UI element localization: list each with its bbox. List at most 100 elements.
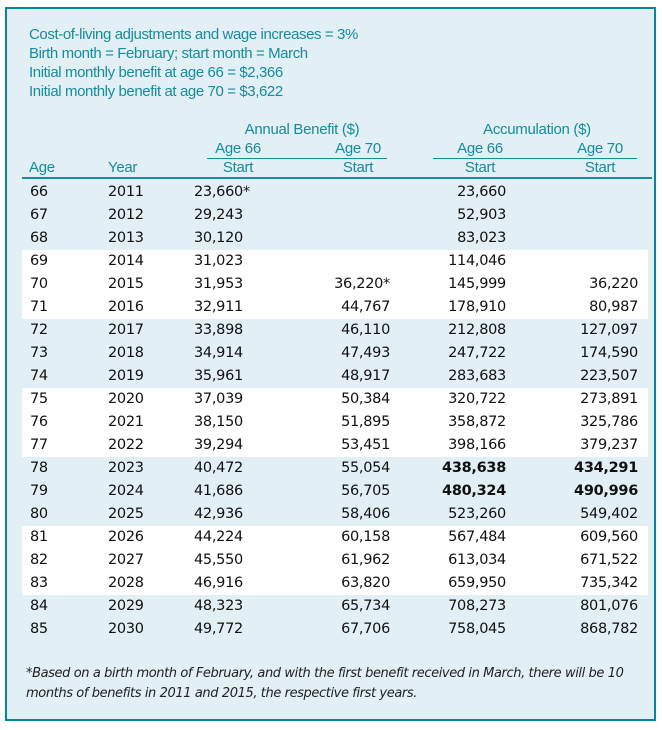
age-cell: 83 — [30, 575, 48, 591]
accum-age66-cell: 212,808 — [448, 322, 506, 338]
accum-age70-cell: 434,291 — [574, 460, 638, 476]
accum-age66-cell: 659,950 — [448, 575, 506, 591]
accum-age70-cell: 490,996 — [574, 483, 638, 499]
year-cell: 2022 — [108, 437, 144, 453]
header-start: Start — [342, 159, 374, 176]
annual-age70-cell: 36,220* — [334, 276, 390, 292]
table-row: 70 2015 31,953 36,220* 145,999 36,220 — [7, 273, 654, 296]
accum-age70-cell: 549,402 — [580, 506, 638, 522]
year-cell: 2030 — [108, 621, 144, 637]
annual-age66-cell: 44,224 — [194, 529, 243, 545]
annual-age70-cell: 55,054 — [341, 460, 390, 476]
annual-age66-cell: 32,911 — [194, 299, 243, 315]
accum-age70-cell: 273,891 — [580, 391, 638, 407]
year-cell: 2017 — [108, 322, 144, 338]
table-row: 85 2030 49,772 67,706 758,045 868,782 — [7, 618, 654, 641]
header-age: Age — [29, 159, 55, 176]
header-annual-age70: Age 70 — [335, 140, 381, 157]
table-row: 82 2027 45,550 61,962 613,034 671,522 — [7, 549, 654, 572]
annual-age66-cell: 39,294 — [194, 437, 243, 453]
accum-age70-cell: 671,522 — [580, 552, 638, 568]
annual-age70-cell: 67,706 — [341, 621, 390, 637]
annual-age66-cell: 38,150 — [194, 414, 243, 430]
age-cell: 78 — [30, 460, 48, 476]
table-row: 67 2012 29,243 52,903 — [7, 204, 654, 227]
accum-age66-cell: 758,045 — [448, 621, 506, 637]
table-row: 79 2024 41,686 56,705 480,324 490,996 — [7, 480, 654, 503]
age-cell: 76 — [30, 414, 48, 430]
header-rule — [207, 158, 387, 159]
table-row: 71 2016 32,911 44,767 178,910 80,987 — [7, 296, 654, 319]
accum-age66-cell: 145,999 — [448, 276, 506, 292]
accum-age66-cell: 523,260 — [448, 506, 506, 522]
accum-age66-cell: 398,166 — [448, 437, 506, 453]
age-cell: 82 — [30, 552, 48, 568]
annual-age70-cell: 56,705 — [341, 483, 390, 499]
table-body: 66 2011 23,660* 23,660 67 2012 29,243 52,903 68 2… — [7, 181, 654, 641]
table-row: 68 2013 30,120 83,023 — [7, 227, 654, 250]
year-cell: 2018 — [108, 345, 144, 361]
accum-age70-cell: 801,076 — [580, 598, 638, 614]
annual-age70-cell: 51,895 — [341, 414, 390, 430]
year-cell: 2027 — [108, 552, 144, 568]
annual-age70-cell: 47,493 — [341, 345, 390, 361]
accum-age66-cell: 438,638 — [442, 460, 506, 476]
age-cell: 81 — [30, 529, 48, 545]
table-row: 75 2020 37,039 50,384 320,722 273,891 — [7, 388, 654, 411]
header-start: Start — [464, 159, 496, 176]
table-panel: Cost-of-living adjustments and wage incr… — [5, 7, 656, 721]
age-cell: 69 — [30, 253, 48, 269]
age-cell: 75 — [30, 391, 48, 407]
accum-age66-cell: 480,324 — [442, 483, 506, 499]
annual-age66-cell: 49,772 — [194, 621, 243, 637]
table-row: 66 2011 23,660* 23,660 — [7, 181, 654, 204]
assumption-line: Initial monthly benefit at age 66 = $2,3… — [29, 64, 283, 81]
annual-age66-cell: 23,660* — [194, 184, 250, 200]
year-cell: 2013 — [108, 230, 144, 246]
annual-age66-cell: 46,916 — [194, 575, 243, 591]
annual-age66-cell: 34,914 — [194, 345, 243, 361]
age-cell: 84 — [30, 598, 48, 614]
accum-age70-cell: 174,590 — [580, 345, 638, 361]
age-cell: 80 — [30, 506, 48, 522]
age-cell: 77 — [30, 437, 48, 453]
accum-age66-cell: 358,872 — [448, 414, 506, 430]
table-row: 73 2018 34,914 47,493 247,722 174,590 — [7, 342, 654, 365]
year-cell: 2011 — [108, 184, 144, 200]
annual-age66-cell: 35,961 — [194, 368, 243, 384]
year-cell: 2026 — [108, 529, 144, 545]
header-start: Start — [584, 159, 616, 176]
accum-age66-cell: 23,660 — [457, 184, 506, 200]
age-cell: 71 — [30, 299, 48, 315]
assumptions: Cost-of-living adjustments and wage incr… — [29, 25, 358, 101]
accum-age70-cell: 127,097 — [580, 322, 638, 338]
annual-age70-cell: 65,734 — [341, 598, 390, 614]
annual-age66-cell: 40,472 — [194, 460, 243, 476]
header-accum-age66: Age 66 — [457, 140, 503, 157]
annual-age66-cell: 41,686 — [194, 483, 243, 499]
table-row: 77 2022 39,294 53,451 398,166 379,237 — [7, 434, 654, 457]
annual-age66-cell: 37,039 — [194, 391, 243, 407]
annual-age70-cell: 44,767 — [341, 299, 390, 315]
year-cell: 2029 — [108, 598, 144, 614]
accum-age66-cell: 567,484 — [448, 529, 506, 545]
year-cell: 2023 — [108, 460, 144, 476]
header-accumulation: Accumulation ($) — [483, 121, 591, 138]
accum-age66-cell: 178,910 — [448, 299, 506, 315]
annual-age70-cell: 50,384 — [341, 391, 390, 407]
annual-age66-cell: 31,953 — [194, 276, 243, 292]
annual-age66-cell: 45,550 — [194, 552, 243, 568]
accum-age66-cell: 52,903 — [457, 207, 506, 223]
header-rule — [433, 158, 637, 159]
year-cell: 2016 — [108, 299, 144, 315]
table-row: 84 2029 48,323 65,734 708,273 801,076 — [7, 595, 654, 618]
annual-age70-cell: 48,917 — [341, 368, 390, 384]
annual-age66-cell: 48,323 — [194, 598, 243, 614]
table-row: 80 2025 42,936 58,406 523,260 549,402 — [7, 503, 654, 526]
age-cell: 85 — [30, 621, 48, 637]
annual-age70-cell: 46,110 — [341, 322, 390, 338]
annual-age70-cell: 53,451 — [341, 437, 390, 453]
annual-age66-cell: 42,936 — [194, 506, 243, 522]
table-row: 69 2014 31,023 114,046 — [7, 250, 654, 273]
annual-age70-cell: 63,820 — [341, 575, 390, 591]
